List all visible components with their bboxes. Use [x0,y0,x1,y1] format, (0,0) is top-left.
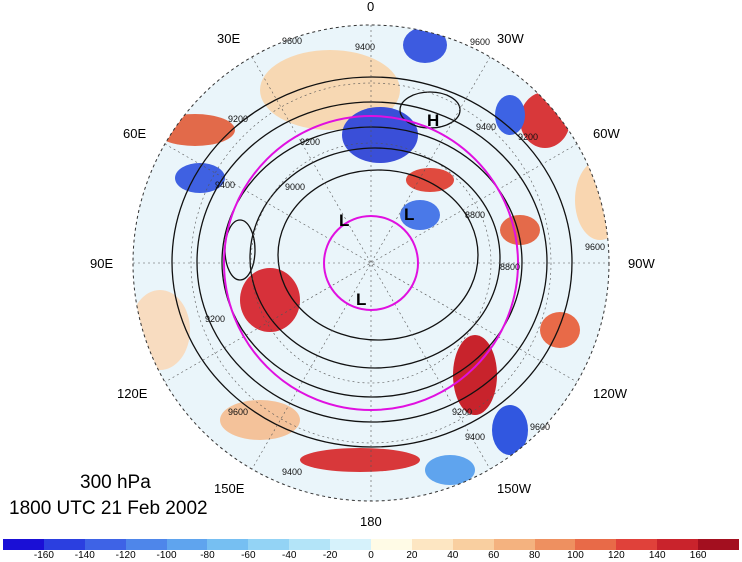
colorbar-cell [248,539,290,550]
contour-label: 8800 [500,262,520,272]
high-pressure-label: H [427,111,439,130]
contour-label: 9600 [585,242,605,252]
contour-label: 9600 [530,422,550,432]
colorbar-cell [698,539,740,550]
colorbar-cell [3,539,44,550]
contour-label: 9400 [355,42,375,52]
longitude-label-150e: 150E [214,481,245,496]
colorbar-tick-label: -20 [322,550,338,561]
colorbar-tick-labels: -160 -140 -120 -100 -80 -60 -40 -20 0 20 40 60 80 100… [3,550,739,562]
pressure-level-caption: 300 hPa [80,472,151,493]
colorbar-tick-label: 80 [528,550,541,561]
contour-label: 9200 [205,314,225,324]
contour-label: 9200 [452,407,472,417]
colorbar-cell [330,539,372,550]
colorbar-cell [289,539,331,550]
contour-label: 9200 [300,137,320,147]
contour-label: 9000 [285,182,305,192]
colorbar-cell [411,539,453,550]
map-boundary [132,24,610,502]
colorbar-cell [371,539,412,550]
colorbar-tick-label: -140 [74,550,95,561]
contour-label: 9400 [215,180,235,190]
colorbar-tick-label: -40 [281,550,297,561]
longitude-label-0: 0 [367,0,375,14]
colorbar-cell [43,539,85,550]
colorbar-tick-label: -160 [33,550,54,561]
colorbar-tick-label: 20 [406,550,418,561]
contour-label: 9200 [228,114,248,124]
height-contours [171,76,573,448]
colorbar-tick-label: 160 [689,550,707,561]
colorbar-cell [616,539,658,550]
longitude-label-60e: 60E [123,126,147,141]
contour-label: 9400 [465,432,485,442]
contour-label: 9400 [282,467,302,477]
contour-label: 9200 [518,132,538,142]
contour-label: 9600 [282,36,302,46]
colorbar-cell [657,539,699,550]
colorbar-cell [534,539,576,550]
longitude-label-150w: 150W [497,481,531,496]
colorbar-tick-label: 40 [447,550,459,561]
latitude-circle-outer [223,115,519,411]
colorbar-cell [84,539,126,550]
longitude-label-120e: 120E [117,386,148,401]
latitude-circle-inner [323,215,419,311]
graticule [133,25,609,501]
colorbar-tick-label: -60 [241,550,256,561]
colorbar-cell [452,539,494,550]
colorbar-cell [575,539,617,550]
colorbar-cell [125,539,167,550]
colorbar-tick-label: -120 [115,550,136,561]
longitude-label-180: 180 [360,514,382,529]
colorbar-cell [207,539,249,550]
colorbar-tick-label: 120 [607,550,625,561]
contour-label: 9600 [228,407,248,417]
colorbar-cell [166,539,208,550]
longitude-label-120w: 120W [593,386,627,401]
longitude-label-90e: 90E [90,256,114,271]
colorbar-tick-label: -100 [156,550,177,561]
low-pressure-label-1: L [404,205,414,224]
contour-label: 9600 [470,37,490,47]
contour-label: 9400 [476,122,496,132]
colorbar-cell [493,539,535,550]
datetime-caption: 1800 UTC 21 Feb 2002 [9,498,208,519]
colorbar [3,539,740,550]
low-pressure-label-2: L [339,211,349,230]
longitude-label-30w: 30W [497,31,524,46]
contour-label: 8800 [465,210,485,220]
longitude-label-90w: 90W [628,256,655,271]
colorbar-tick-label: -80 [200,550,215,561]
colorbar-tick-label: 100 [567,550,584,561]
colorbar-tick-label: 60 [488,550,500,561]
low-pressure-label-3: L [356,290,366,309]
colorbar-tick-label: 0 [368,550,374,561]
colorbar-tick-label: 140 [648,550,666,561]
longitude-label-30e: 30E [217,31,241,46]
longitude-label-60w: 60W [593,126,620,141]
